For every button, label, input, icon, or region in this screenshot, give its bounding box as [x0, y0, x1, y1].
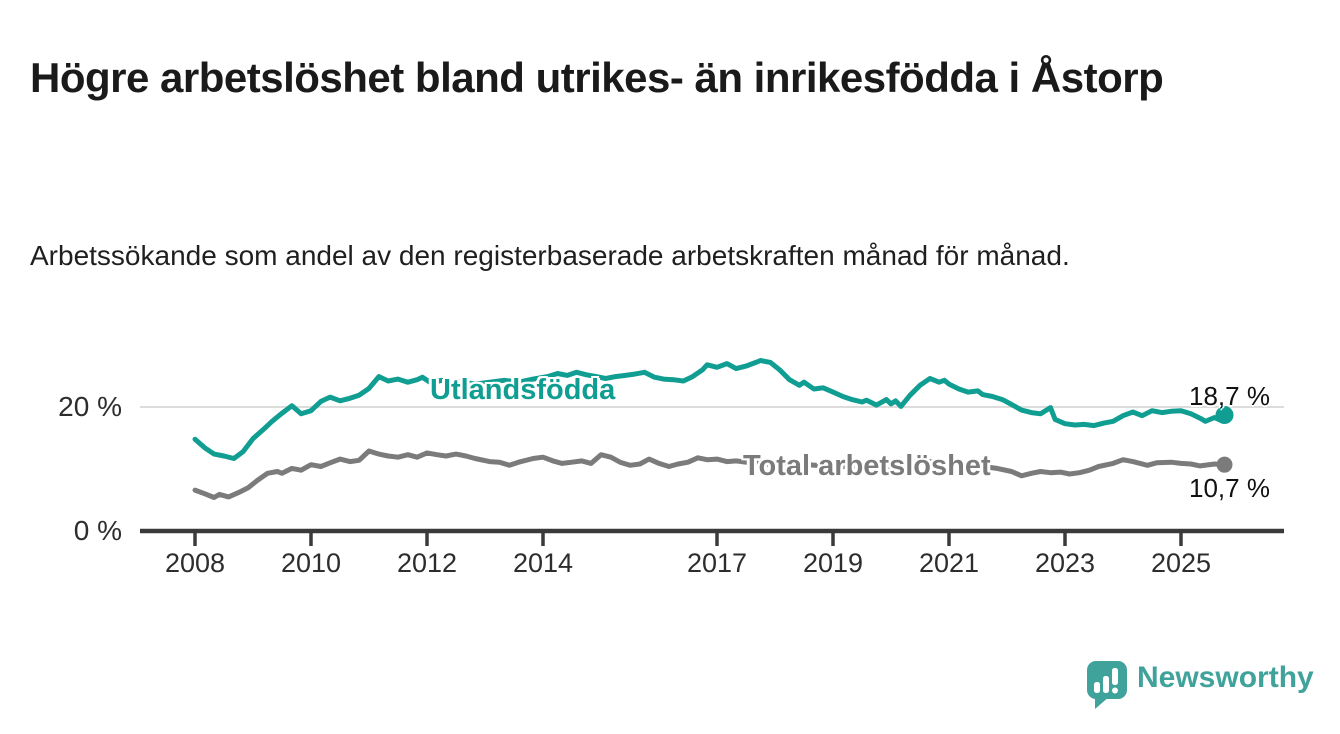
series-line-0 [192, 358, 1227, 461]
x-axis-label: 2023 [1034, 548, 1096, 578]
x-axis-label: 2019 [802, 548, 864, 578]
chart-subtitle: Arbetssökande som andel av den registerb… [30, 240, 1070, 271]
series-label-total-arbetsloshet: Total arbetslöshet [743, 450, 991, 482]
y-axis-label: 0 % [73, 515, 122, 546]
series-label-utlandsfodda: Utlandsfödda [430, 374, 616, 406]
x-axis-label: 2025 [1150, 548, 1212, 578]
x-axis-label: 2017 [686, 548, 748, 578]
x-axis-label: 2012 [396, 548, 458, 578]
end-value-label-utlandsfodda: 18,7 % [1189, 381, 1270, 411]
series-end-dot-0 [1215, 406, 1234, 425]
series-line-1 [192, 448, 1227, 500]
end-value-label-total: 10,7 % [1189, 473, 1270, 503]
y-axis-label: 20 % [58, 391, 122, 422]
x-axis-label: 2014 [512, 548, 574, 578]
brand-name: Newsworthy [1137, 661, 1314, 694]
chart-title: Högre arbetslöshet bland utrikes- än inr… [30, 54, 1164, 102]
x-axis-label: 2008 [164, 548, 226, 578]
x-axis-label: 2021 [918, 548, 980, 578]
newsworthy-logo-icon [1087, 661, 1127, 709]
series-end-dot-1 [1216, 456, 1233, 473]
x-axis-label: 2010 [280, 548, 342, 578]
